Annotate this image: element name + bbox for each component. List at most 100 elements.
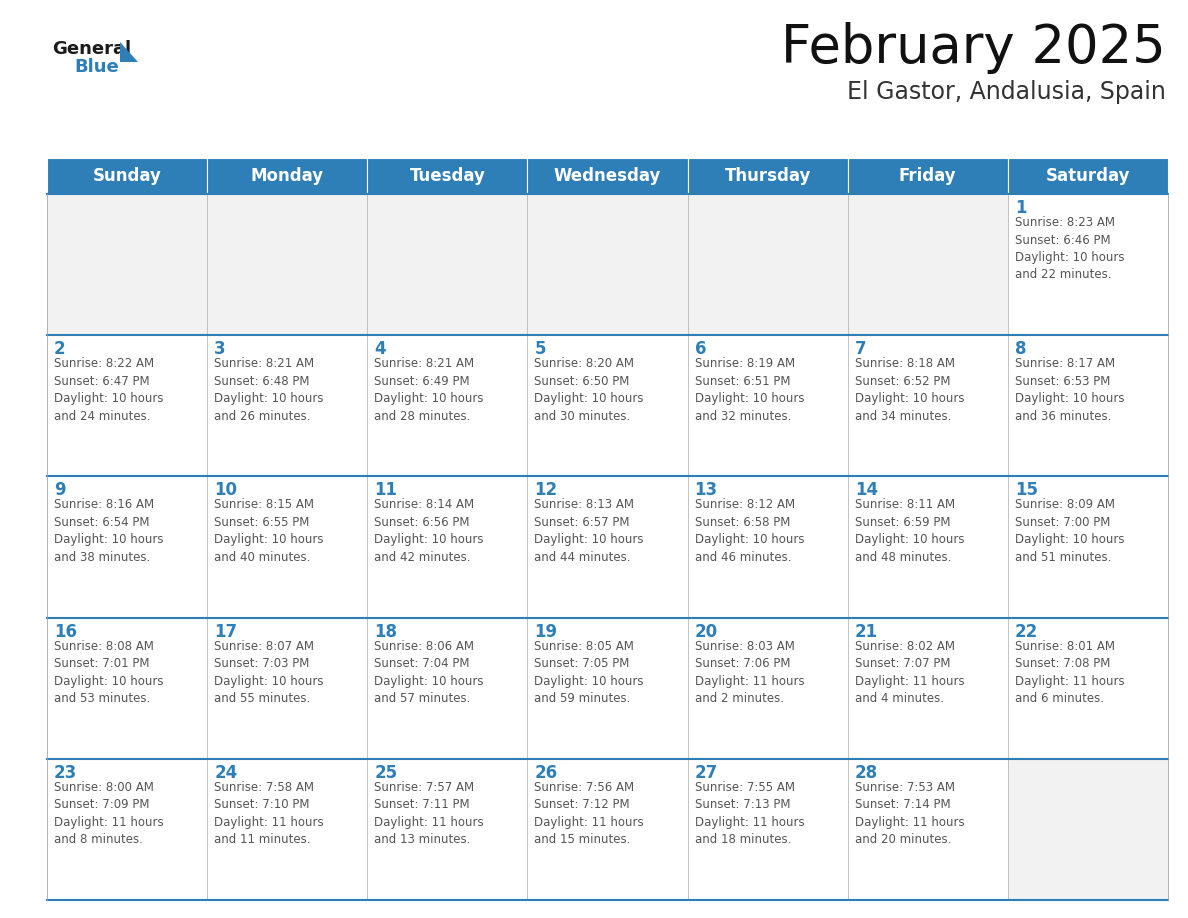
Bar (527, 335, 688, 476)
Text: 6: 6 (695, 341, 706, 358)
Text: 26: 26 (535, 764, 557, 782)
Text: Thursday: Thursday (725, 167, 811, 185)
Bar (688, 759, 848, 900)
Bar (367, 194, 527, 335)
Bar (527, 476, 688, 618)
Bar (688, 618, 848, 759)
Text: Sunrise: 8:02 AM
Sunset: 7:07 PM
Daylight: 11 hours
and 4 minutes.: Sunrise: 8:02 AM Sunset: 7:07 PM Dayligh… (854, 640, 965, 705)
Text: 11: 11 (374, 481, 397, 499)
Text: 17: 17 (214, 622, 238, 641)
Bar (1007, 618, 1168, 759)
Text: Saturday: Saturday (1045, 167, 1130, 185)
Text: Sunrise: 8:20 AM
Sunset: 6:50 PM
Daylight: 10 hours
and 30 minutes.: Sunrise: 8:20 AM Sunset: 6:50 PM Dayligh… (535, 357, 644, 422)
Bar (48, 194, 207, 335)
Text: Sunrise: 8:23 AM
Sunset: 6:46 PM
Daylight: 10 hours
and 22 minutes.: Sunrise: 8:23 AM Sunset: 6:46 PM Dayligh… (1015, 216, 1124, 282)
Text: Friday: Friday (899, 167, 956, 185)
Text: 7: 7 (854, 341, 866, 358)
Bar (207, 194, 367, 335)
Text: Sunrise: 7:56 AM
Sunset: 7:12 PM
Daylight: 11 hours
and 15 minutes.: Sunrise: 7:56 AM Sunset: 7:12 PM Dayligh… (535, 781, 644, 846)
Text: 10: 10 (214, 481, 238, 499)
Text: Sunrise: 8:05 AM
Sunset: 7:05 PM
Daylight: 10 hours
and 59 minutes.: Sunrise: 8:05 AM Sunset: 7:05 PM Dayligh… (535, 640, 644, 705)
Bar (527, 194, 688, 335)
Text: Sunrise: 8:08 AM
Sunset: 7:01 PM
Daylight: 10 hours
and 53 minutes.: Sunrise: 8:08 AM Sunset: 7:01 PM Dayligh… (53, 640, 164, 705)
Text: Sunrise: 8:14 AM
Sunset: 6:56 PM
Daylight: 10 hours
and 42 minutes.: Sunrise: 8:14 AM Sunset: 6:56 PM Dayligh… (374, 498, 484, 564)
Text: Monday: Monday (251, 167, 324, 185)
Text: 16: 16 (53, 622, 77, 641)
Bar (207, 618, 367, 759)
Text: 3: 3 (214, 341, 226, 358)
Bar (48, 759, 207, 900)
Bar (367, 158, 527, 194)
Text: February 2025: February 2025 (782, 22, 1165, 74)
Bar (48, 476, 207, 618)
Text: Sunrise: 8:11 AM
Sunset: 6:59 PM
Daylight: 10 hours
and 48 minutes.: Sunrise: 8:11 AM Sunset: 6:59 PM Dayligh… (854, 498, 965, 564)
Text: Sunrise: 8:19 AM
Sunset: 6:51 PM
Daylight: 10 hours
and 32 minutes.: Sunrise: 8:19 AM Sunset: 6:51 PM Dayligh… (695, 357, 804, 422)
Bar (848, 158, 1007, 194)
Text: 18: 18 (374, 622, 397, 641)
Bar (367, 618, 527, 759)
Text: 23: 23 (53, 764, 77, 782)
Text: Tuesday: Tuesday (410, 167, 485, 185)
Text: 25: 25 (374, 764, 398, 782)
Text: Sunrise: 8:09 AM
Sunset: 7:00 PM
Daylight: 10 hours
and 51 minutes.: Sunrise: 8:09 AM Sunset: 7:00 PM Dayligh… (1015, 498, 1124, 564)
Text: Sunrise: 7:53 AM
Sunset: 7:14 PM
Daylight: 11 hours
and 20 minutes.: Sunrise: 7:53 AM Sunset: 7:14 PM Dayligh… (854, 781, 965, 846)
Bar (527, 759, 688, 900)
Text: 28: 28 (854, 764, 878, 782)
Text: 27: 27 (695, 764, 718, 782)
Bar (527, 618, 688, 759)
Text: Sunrise: 8:22 AM
Sunset: 6:47 PM
Daylight: 10 hours
and 24 minutes.: Sunrise: 8:22 AM Sunset: 6:47 PM Dayligh… (53, 357, 164, 422)
Bar (848, 194, 1007, 335)
Text: Sunrise: 8:16 AM
Sunset: 6:54 PM
Daylight: 10 hours
and 38 minutes.: Sunrise: 8:16 AM Sunset: 6:54 PM Dayligh… (53, 498, 164, 564)
Text: 19: 19 (535, 622, 557, 641)
Bar (367, 759, 527, 900)
Text: 15: 15 (1015, 481, 1038, 499)
Bar (688, 335, 848, 476)
Text: 24: 24 (214, 764, 238, 782)
Text: Sunrise: 8:17 AM
Sunset: 6:53 PM
Daylight: 10 hours
and 36 minutes.: Sunrise: 8:17 AM Sunset: 6:53 PM Dayligh… (1015, 357, 1124, 422)
Text: Blue: Blue (74, 58, 119, 76)
Bar (367, 476, 527, 618)
Text: Sunrise: 8:15 AM
Sunset: 6:55 PM
Daylight: 10 hours
and 40 minutes.: Sunrise: 8:15 AM Sunset: 6:55 PM Dayligh… (214, 498, 323, 564)
Bar (1007, 335, 1168, 476)
Bar (1007, 158, 1168, 194)
Text: 21: 21 (854, 622, 878, 641)
Bar (688, 194, 848, 335)
Text: 5: 5 (535, 341, 546, 358)
Text: General: General (52, 40, 131, 58)
Bar (688, 158, 848, 194)
Text: 14: 14 (854, 481, 878, 499)
Text: 12: 12 (535, 481, 557, 499)
Text: 1: 1 (1015, 199, 1026, 217)
Text: Sunrise: 7:57 AM
Sunset: 7:11 PM
Daylight: 11 hours
and 13 minutes.: Sunrise: 7:57 AM Sunset: 7:11 PM Dayligh… (374, 781, 484, 846)
Text: Sunrise: 8:00 AM
Sunset: 7:09 PM
Daylight: 11 hours
and 8 minutes.: Sunrise: 8:00 AM Sunset: 7:09 PM Dayligh… (53, 781, 164, 846)
Bar (48, 618, 207, 759)
Text: Sunrise: 8:13 AM
Sunset: 6:57 PM
Daylight: 10 hours
and 44 minutes.: Sunrise: 8:13 AM Sunset: 6:57 PM Dayligh… (535, 498, 644, 564)
Bar (1007, 194, 1168, 335)
Text: 22: 22 (1015, 622, 1038, 641)
Bar (1007, 476, 1168, 618)
Bar (207, 158, 367, 194)
Bar (848, 618, 1007, 759)
Text: Sunrise: 8:03 AM
Sunset: 7:06 PM
Daylight: 11 hours
and 2 minutes.: Sunrise: 8:03 AM Sunset: 7:06 PM Dayligh… (695, 640, 804, 705)
Bar (848, 759, 1007, 900)
Polygon shape (120, 42, 138, 62)
Text: 9: 9 (53, 481, 65, 499)
Text: 8: 8 (1015, 341, 1026, 358)
Text: 20: 20 (695, 622, 718, 641)
Text: Sunrise: 8:07 AM
Sunset: 7:03 PM
Daylight: 10 hours
and 55 minutes.: Sunrise: 8:07 AM Sunset: 7:03 PM Dayligh… (214, 640, 323, 705)
Text: Sunrise: 8:18 AM
Sunset: 6:52 PM
Daylight: 10 hours
and 34 minutes.: Sunrise: 8:18 AM Sunset: 6:52 PM Dayligh… (854, 357, 965, 422)
Text: Wednesday: Wednesday (554, 167, 662, 185)
Bar (848, 476, 1007, 618)
Bar (367, 335, 527, 476)
Text: 2: 2 (53, 341, 65, 358)
Text: 13: 13 (695, 481, 718, 499)
Text: Sunrise: 8:21 AM
Sunset: 6:49 PM
Daylight: 10 hours
and 28 minutes.: Sunrise: 8:21 AM Sunset: 6:49 PM Dayligh… (374, 357, 484, 422)
Bar (207, 759, 367, 900)
Bar (207, 335, 367, 476)
Bar (48, 158, 207, 194)
Text: 4: 4 (374, 341, 386, 358)
Bar (527, 158, 688, 194)
Text: Sunrise: 7:55 AM
Sunset: 7:13 PM
Daylight: 11 hours
and 18 minutes.: Sunrise: 7:55 AM Sunset: 7:13 PM Dayligh… (695, 781, 804, 846)
Text: Sunrise: 8:21 AM
Sunset: 6:48 PM
Daylight: 10 hours
and 26 minutes.: Sunrise: 8:21 AM Sunset: 6:48 PM Dayligh… (214, 357, 323, 422)
Bar (48, 335, 207, 476)
